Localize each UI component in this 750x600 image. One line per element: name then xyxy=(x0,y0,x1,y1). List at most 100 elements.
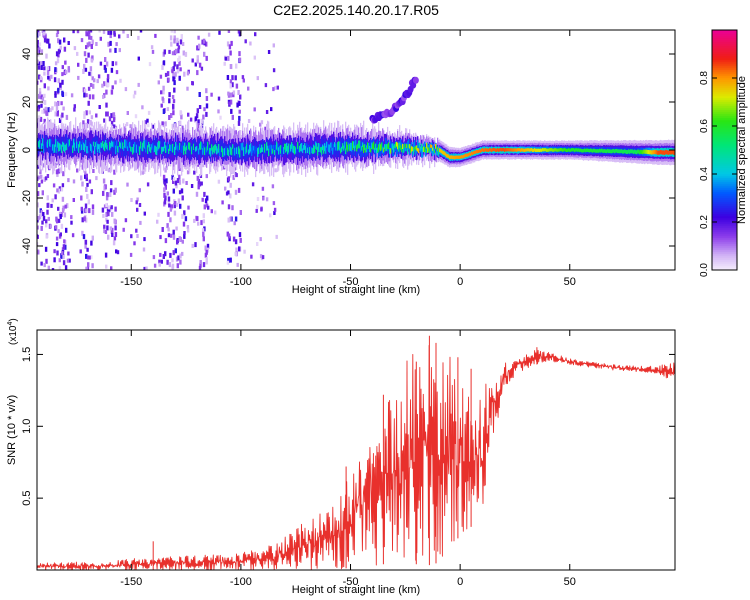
band-cell xyxy=(185,147,187,155)
noise-speckle xyxy=(229,79,233,84)
band-cell xyxy=(346,141,348,150)
noise-speckle xyxy=(165,178,168,184)
noise-speckle xyxy=(202,231,205,237)
band-cell xyxy=(532,148,534,152)
band-cell xyxy=(642,150,644,155)
colorbar-cell xyxy=(712,220,737,223)
noise-speckle xyxy=(113,30,116,35)
noise-speckle xyxy=(85,266,88,270)
noise-speckle xyxy=(139,220,142,225)
band-cell xyxy=(468,153,470,157)
band-cell xyxy=(462,155,464,159)
noise-speckle xyxy=(48,76,51,82)
band-cell xyxy=(414,146,416,151)
noise-speckle xyxy=(174,71,177,77)
noise-speckle xyxy=(256,204,259,209)
band-cell xyxy=(501,148,503,152)
colorbar-cell xyxy=(712,58,737,61)
noise-speckle xyxy=(112,112,116,117)
noise-speckle xyxy=(186,225,190,229)
noise-speckle xyxy=(174,201,177,205)
noise-speckle xyxy=(90,115,94,120)
noise-speckle xyxy=(227,204,231,210)
band-cell xyxy=(48,143,50,152)
colorbar-cell xyxy=(712,124,737,127)
y-tick-label: -40 xyxy=(21,238,33,254)
noise-speckle xyxy=(229,216,232,222)
noise-speckle xyxy=(56,250,59,256)
band-cell xyxy=(487,148,489,152)
band-cell xyxy=(467,153,469,157)
noise-speckle xyxy=(59,45,62,50)
noise-speckle xyxy=(41,30,44,33)
noise-speckle xyxy=(104,230,108,234)
band-cell xyxy=(233,148,235,156)
noise-speckle xyxy=(82,69,85,74)
band-cell xyxy=(575,148,577,152)
band-cell xyxy=(200,141,202,150)
band-cell xyxy=(61,136,63,150)
noise-speckle xyxy=(55,102,59,107)
noise-speckle xyxy=(96,79,99,84)
noise-speckle xyxy=(56,188,59,193)
noise-speckle xyxy=(196,59,199,64)
band-cell xyxy=(264,143,266,153)
noise-speckle xyxy=(47,75,50,80)
noise-speckle xyxy=(54,111,57,117)
band-cell xyxy=(153,137,155,153)
band-cell xyxy=(210,148,212,157)
colorbar-cell xyxy=(712,186,737,189)
band-cell xyxy=(370,148,372,153)
colorbar-cell xyxy=(712,258,737,261)
noise-speckle xyxy=(103,81,106,87)
band-cell xyxy=(183,145,185,155)
band-cell xyxy=(649,150,651,155)
band-cell xyxy=(145,147,147,153)
noise-speckle xyxy=(87,86,91,91)
band-cell xyxy=(293,145,295,154)
noise-speckle xyxy=(164,72,168,77)
band-cell xyxy=(485,147,487,152)
band-cell xyxy=(254,145,256,154)
band-cell xyxy=(538,148,540,152)
band-cell xyxy=(243,147,245,156)
noise-speckle xyxy=(227,55,230,61)
noise-speckle xyxy=(126,34,129,38)
colorbar-cell xyxy=(712,52,737,55)
noise-speckle xyxy=(168,92,171,98)
colorbar-cell xyxy=(712,162,737,165)
spectrogram-ticks xyxy=(37,30,675,270)
band-cell xyxy=(76,141,78,149)
noise-speckle xyxy=(173,35,176,41)
snr-ticks xyxy=(37,330,675,570)
band-cell xyxy=(368,143,370,149)
noise-speckle xyxy=(87,100,90,106)
noise-speckle xyxy=(37,225,39,230)
band-cell xyxy=(156,147,158,156)
noise-speckle xyxy=(43,263,46,268)
band-cell xyxy=(211,144,213,151)
noise-speckle xyxy=(173,30,176,34)
noise-speckle xyxy=(42,61,45,66)
noise-speckle xyxy=(43,108,46,114)
band-cell xyxy=(267,145,269,151)
y-tick-label: 0 xyxy=(21,147,33,153)
noise-speckle xyxy=(181,42,185,46)
noise-speckle xyxy=(239,210,242,215)
band-cell xyxy=(300,143,302,152)
band-cell xyxy=(263,149,265,156)
noise-speckle xyxy=(184,216,188,222)
noise-speckle xyxy=(202,114,205,120)
band-cell xyxy=(255,146,257,153)
band-cell xyxy=(359,140,361,149)
band-cell xyxy=(315,141,317,149)
band-cell xyxy=(117,146,119,153)
noise-speckle xyxy=(176,178,180,183)
band-cell xyxy=(372,139,374,163)
noise-speckle xyxy=(193,170,196,175)
noise-speckle xyxy=(109,192,112,197)
band-cell xyxy=(384,144,386,154)
band-cell xyxy=(163,146,165,152)
band-cell xyxy=(134,143,136,157)
